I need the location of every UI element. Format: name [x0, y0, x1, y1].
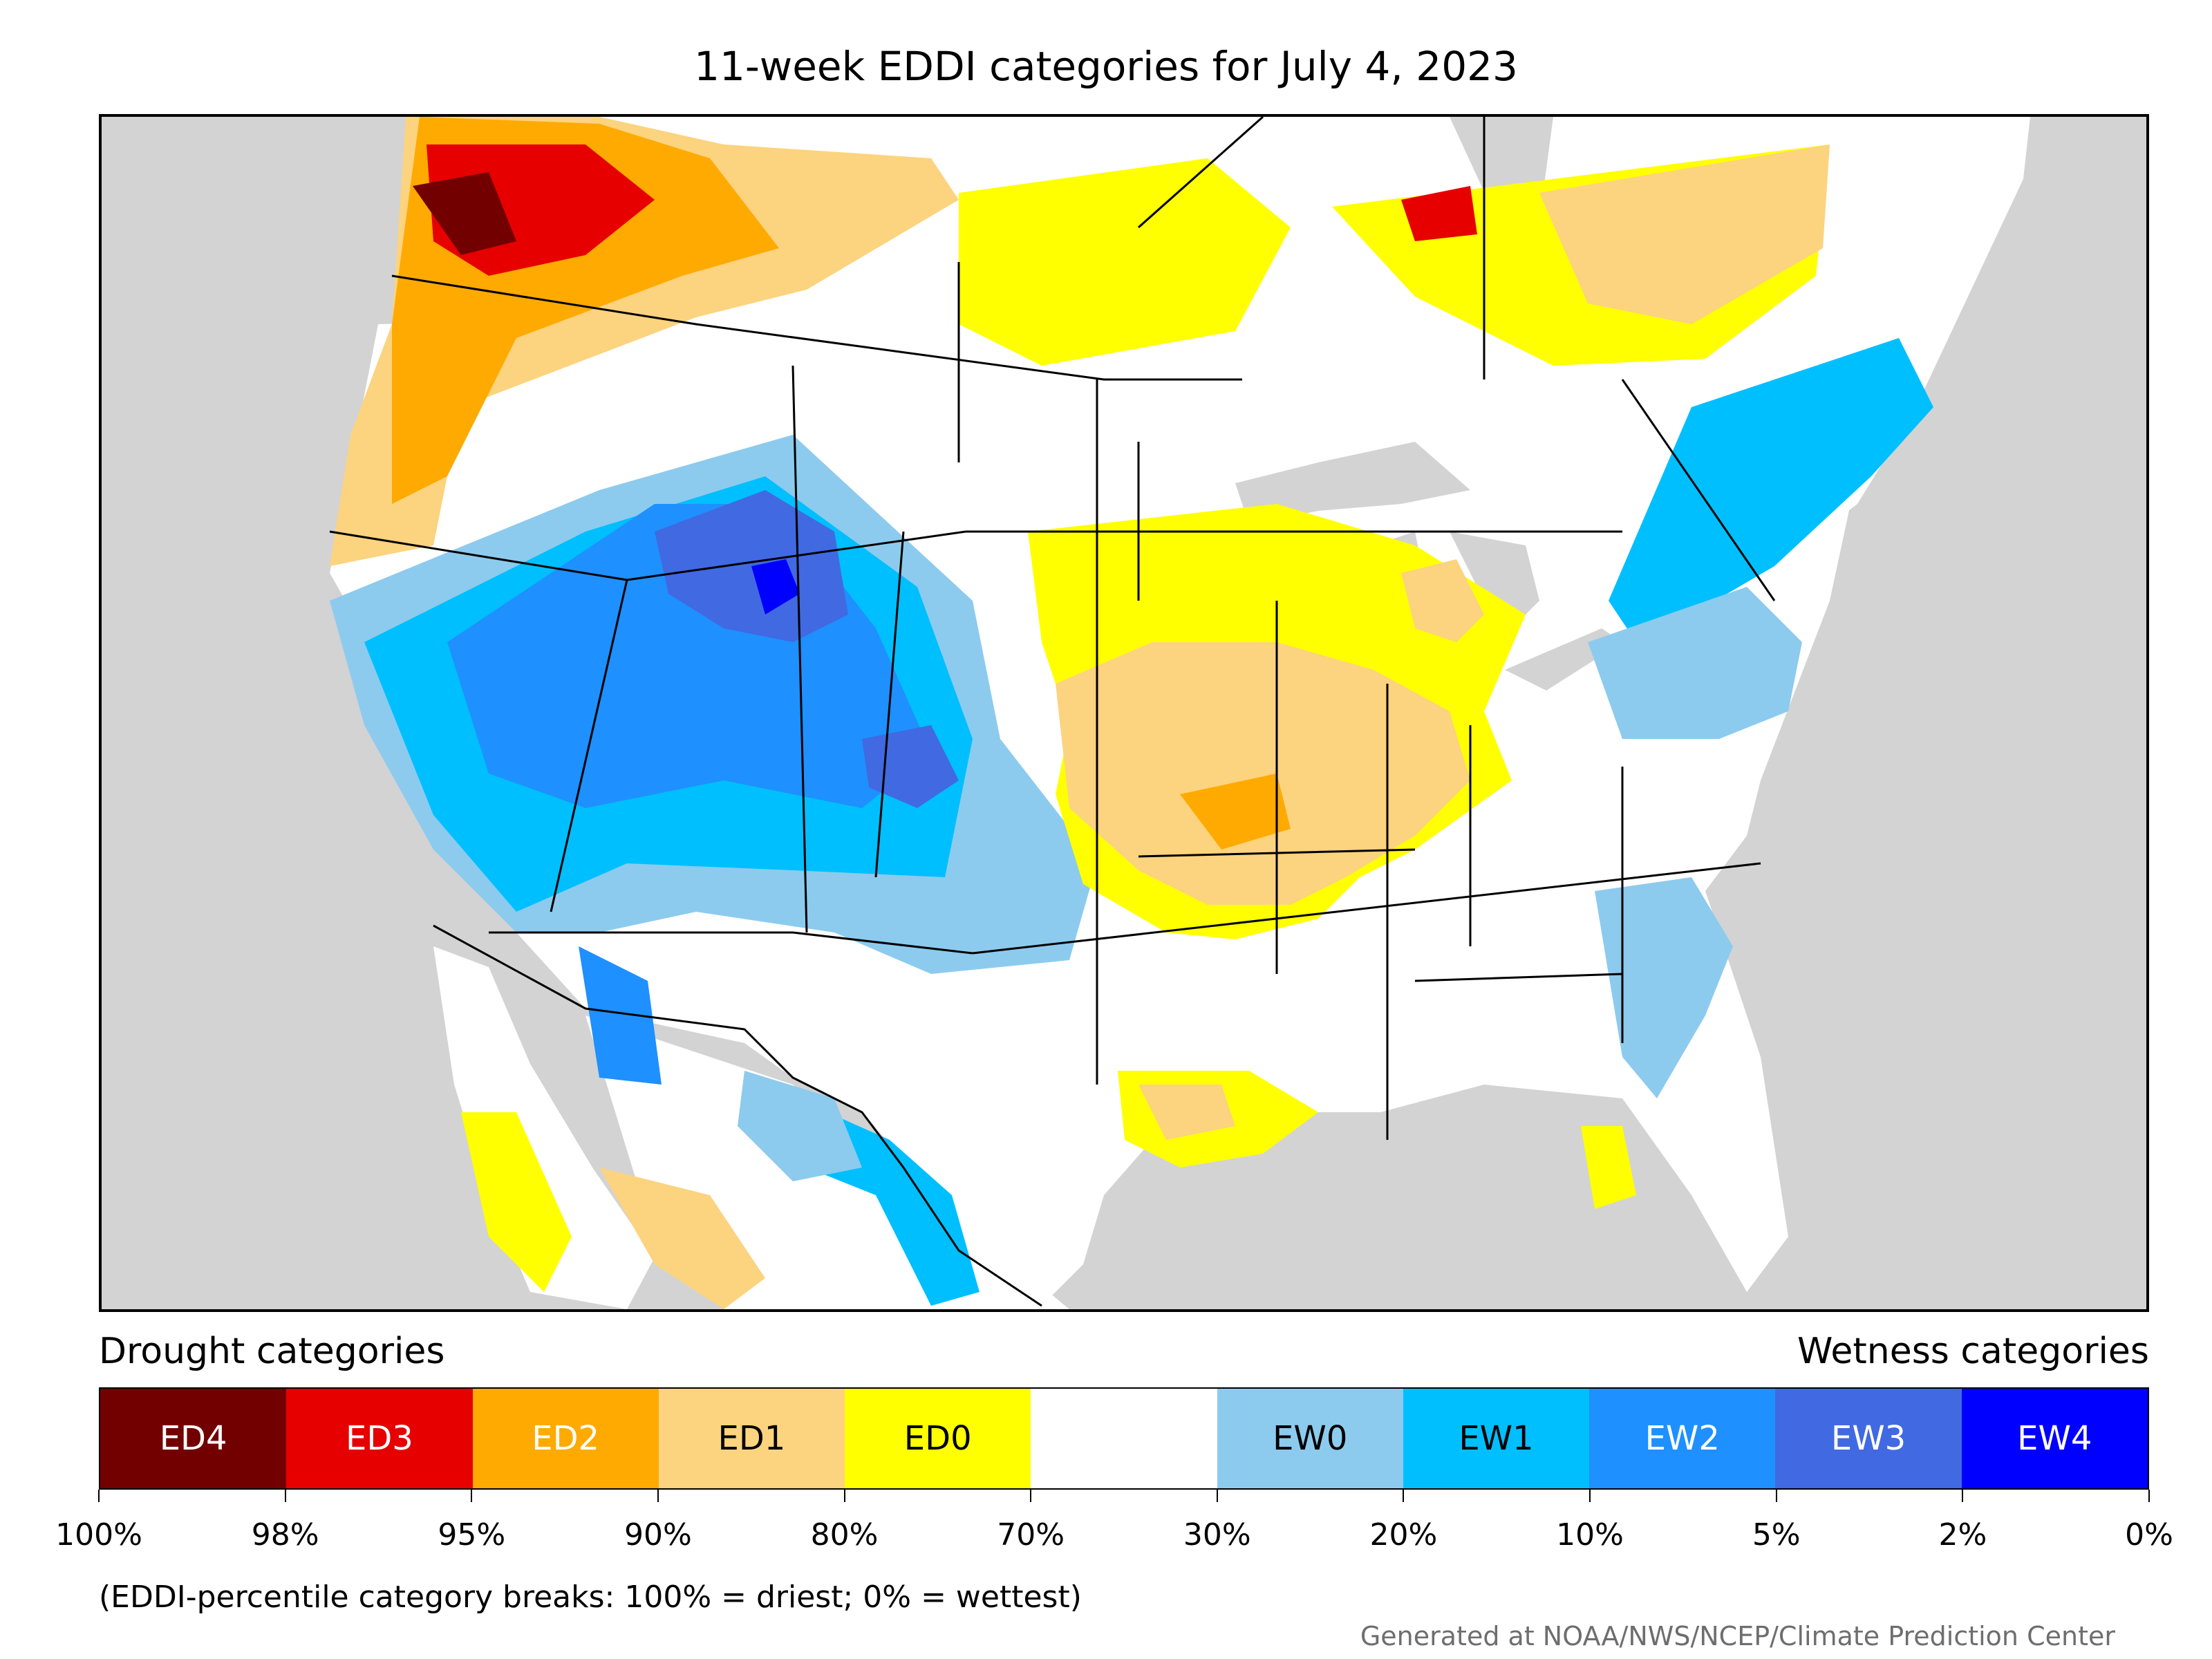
legend-swatch-ed2: ED2	[472, 1389, 659, 1488]
boundary-lines	[329, 117, 1776, 1140]
legend-swatch-ed0: ED0	[845, 1389, 1031, 1488]
legend-tick	[843, 1490, 845, 1502]
ew0-northeast	[1588, 587, 1802, 739]
ew1-northeast	[1609, 338, 1933, 642]
legend-swatch-ew2: EW2	[1589, 1389, 1776, 1488]
ed0-canada-prairie	[959, 158, 1291, 366]
legend-tick-label: 0%	[2125, 1517, 2173, 1553]
great-lake-superior	[1235, 442, 1470, 525]
credit-line: Generated at NOAA/NWS/NCEP/Climate Predi…	[1360, 1621, 2115, 1651]
legend-tick	[1962, 1490, 1964, 1502]
ed1-midwest	[1056, 642, 1470, 905]
legend-tick	[1403, 1490, 1405, 1502]
legend-tick	[1030, 1490, 1032, 1502]
ew0-texas-west	[738, 1071, 862, 1181]
legend-tick	[1589, 1490, 1591, 1502]
legend-note: (EDDI-percentile category breaks: 100% =…	[99, 1580, 1082, 1615]
legend-tick-label: 98%	[251, 1517, 319, 1553]
legend-tick	[1775, 1490, 1777, 1502]
legend-swatch-ew3: EW3	[1775, 1389, 1962, 1488]
boundaries	[329, 117, 1776, 1307]
wetness-categories-label: Wetness categories	[1797, 1331, 2149, 1372]
legend-tick	[2148, 1490, 2150, 1502]
ed1-quebec	[1539, 144, 1830, 324]
legend-tick-label: 95%	[438, 1517, 506, 1553]
legend-tick	[471, 1490, 473, 1502]
legend-tick	[284, 1490, 286, 1502]
legend-swatch-ew4: EW4	[1961, 1389, 2148, 1488]
ew4-west	[751, 559, 800, 615]
great-lake-huron	[1450, 532, 1539, 628]
ed0-florida	[1581, 1126, 1636, 1209]
legend-tick	[1216, 1490, 1218, 1502]
legend-tick-label: 20%	[1369, 1517, 1438, 1553]
map-title: 11-week EDDI categories for July 4, 2023	[694, 43, 1518, 90]
legend-tick	[657, 1490, 659, 1502]
ed1-mexico	[599, 1168, 765, 1309]
legend-tick-label: 70%	[997, 1517, 1065, 1553]
legend-swatch-ed1: ED1	[658, 1389, 845, 1488]
us-mexico-border	[433, 924, 1042, 1307]
legend-swatch-ew0: EW0	[1217, 1389, 1403, 1488]
legend-tick	[98, 1490, 100, 1502]
legend-tick-label: 2%	[1938, 1517, 1987, 1553]
ed3-quebec	[1401, 186, 1477, 241]
us-canada-border	[391, 274, 1242, 381]
legend-colorbar: ED4 ED3 ED2 ED1 ED0 EW0 EW1 EW2 EW3 EW4	[99, 1387, 2149, 1490]
ed0-baja	[461, 1112, 572, 1292]
baja-land	[433, 946, 655, 1309]
ew1-arizona	[579, 946, 662, 1085]
eddi-map-canvas	[329, 117, 2030, 1309]
legend-swatch-ed3: ED3	[286, 1389, 473, 1488]
legend-tick-label: 90%	[624, 1517, 692, 1553]
legend-swatch-normal	[1031, 1389, 1217, 1488]
legend-tick-label: 100%	[55, 1517, 142, 1553]
legend-tick-label: 80%	[810, 1517, 879, 1553]
ed1-michigan	[1401, 559, 1484, 642]
legend-tick-label: 10%	[1556, 1517, 1624, 1553]
legend-tick-label: 30%	[1183, 1517, 1251, 1553]
eddi-map	[99, 114, 2149, 1312]
legend-tick-label: 5%	[1752, 1517, 1801, 1553]
legend-swatch-ed4: ED4	[100, 1389, 287, 1488]
ed1-gulf	[1138, 1085, 1235, 1140]
ed2-missouri	[1180, 774, 1291, 850]
drought-categories-label: Drought categories	[99, 1331, 445, 1372]
legend-swatch-ew1: EW1	[1403, 1389, 1590, 1488]
ed4-pacific-nw	[413, 172, 516, 255]
ew0-carolinas	[1595, 877, 1733, 1098]
